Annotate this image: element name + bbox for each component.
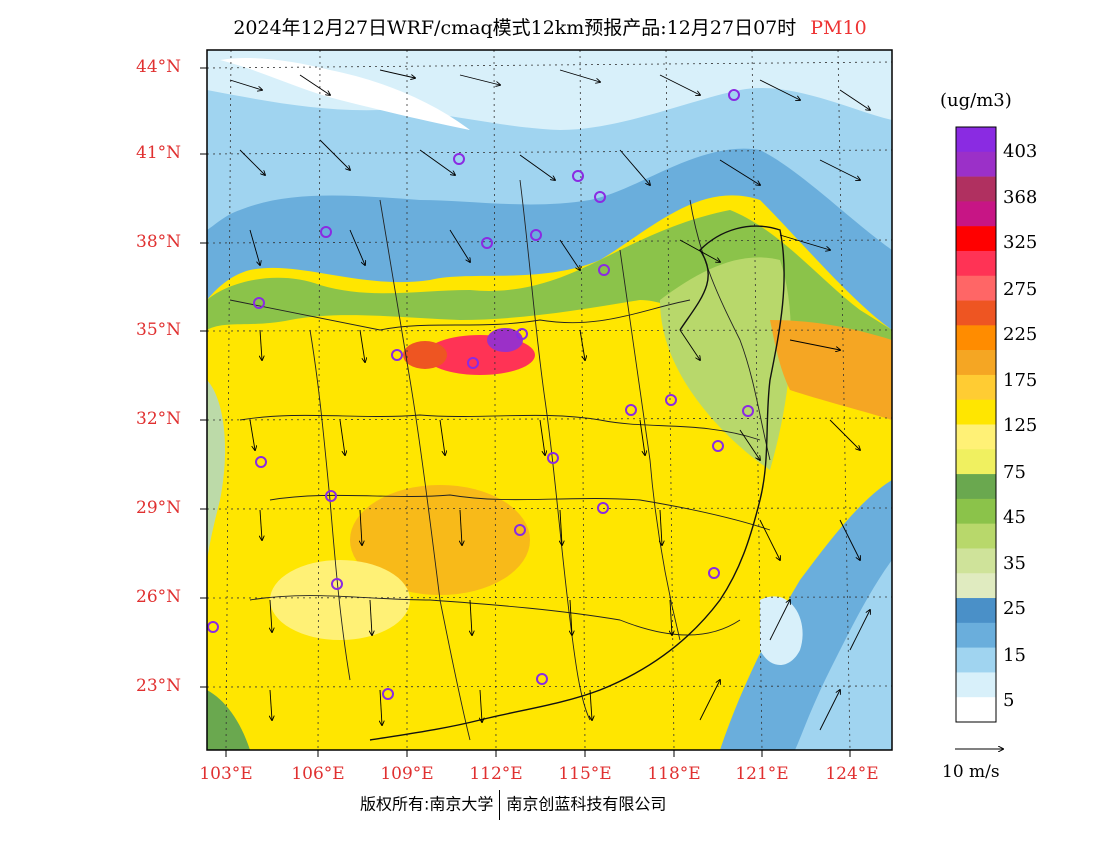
- central-orange-patch: [350, 485, 530, 595]
- legend-swatch: [956, 374, 996, 401]
- legend-colorbar: [955, 126, 997, 723]
- east-orange-band: [770, 320, 892, 420]
- lat-label-35: 35°N: [136, 320, 182, 340]
- legend-swatch: [956, 622, 996, 648]
- legend-swatch: [956, 697, 996, 723]
- legend-label-75: 75: [1003, 462, 1026, 483]
- lon-label-112: 112°E: [469, 764, 523, 784]
- pale-blue-region: [207, 50, 892, 130]
- legend-label-45: 45: [1003, 507, 1026, 528]
- lat-label-41: 41°N: [136, 143, 182, 163]
- legend-swatch: [956, 350, 996, 376]
- lon-label-118: 118°E: [647, 764, 701, 784]
- lon-label-106: 106°E: [291, 764, 345, 784]
- copyright-right: 南京创蓝科技有限公司: [506, 794, 667, 814]
- hotspot-orange-west: [403, 341, 447, 369]
- legend-label-325: 325: [1003, 232, 1038, 253]
- legend-label-25: 25: [1003, 598, 1026, 619]
- legend-label-125: 125: [1003, 415, 1038, 436]
- station-markers: [207, 89, 754, 700]
- pale-yellow-patch: [270, 560, 410, 640]
- map-title: 2024年12月27日WRF/cmaq模式12km预报产品:12月27日07时 P…: [0, 13, 1100, 40]
- legend-label-35: 35: [1003, 553, 1026, 574]
- copyright-left: 版权所有:南京大学: [360, 794, 494, 814]
- legend-unit: (ug/m3): [940, 90, 1012, 111]
- legend-swatch: [956, 523, 996, 549]
- sw-green-corner: [207, 690, 250, 750]
- legend-label-225: 225: [1003, 324, 1038, 345]
- legend-swatch: [956, 201, 996, 227]
- legend-label-175: 175: [1003, 370, 1038, 391]
- lat-label-23: 23°N: [136, 676, 182, 696]
- lat-label-32: 32°N: [136, 409, 182, 429]
- map-frame: [206, 49, 893, 751]
- vector-scale-label: 10 m/s: [942, 762, 1000, 782]
- copyright: 版权所有:南京大学 南京创蓝科技有限公司: [360, 790, 666, 820]
- legend-swatch: [956, 424, 996, 450]
- legend-label-5: 5: [1003, 690, 1015, 711]
- lon-label-121: 121°E: [735, 764, 789, 784]
- lon-label-103: 103°E: [199, 764, 253, 784]
- copyright-separator: [499, 790, 501, 820]
- legend-label-368: 368: [1003, 187, 1038, 208]
- legend-frame: [955, 126, 997, 723]
- sea-light-blue: [795, 560, 892, 750]
- lat-label-38: 38°N: [136, 232, 182, 252]
- lon-label-115: 115°E: [558, 764, 612, 784]
- lon-label-124: 124°E: [825, 764, 879, 784]
- coastline: [369, 225, 785, 741]
- title-main: 2024年12月27日WRF/cmaq模式12km预报产品:12月27日07时: [233, 17, 797, 39]
- legend-swatch: [956, 226, 996, 252]
- title-pollutant: PM10: [810, 17, 867, 39]
- taiwan-area: [760, 596, 803, 665]
- province-boundaries: [229, 179, 771, 741]
- legend-swatch: [956, 573, 996, 599]
- legend-swatch: [956, 498, 996, 524]
- white-region: [220, 58, 470, 130]
- legend-label-403: 403: [1003, 141, 1038, 162]
- legend-swatch: [956, 647, 996, 673]
- lat-label-29: 29°N: [136, 498, 182, 518]
- legend-swatch: [956, 300, 996, 326]
- legend-swatch: [956, 176, 996, 202]
- axis-ticks: [200, 67, 851, 757]
- legend-swatch: [956, 399, 996, 425]
- west-blue-strip: [207, 380, 226, 560]
- legend-swatch: [956, 449, 996, 475]
- legend-swatch: [956, 598, 996, 624]
- legend-swatch: [956, 250, 996, 277]
- legend-swatch: [956, 127, 996, 153]
- legend-swatch: [956, 325, 996, 351]
- legend-swatch: [956, 275, 996, 301]
- lon-label-109: 109°E: [380, 764, 434, 784]
- lat-label-44: 44°N: [136, 57, 182, 77]
- hotspot-purple: [487, 328, 523, 352]
- concentration-field: [207, 50, 892, 750]
- wind-vectors: [229, 69, 870, 731]
- legend-swatch: [956, 151, 996, 177]
- legend-swatch: [956, 474, 996, 500]
- legend-swatch: [956, 672, 996, 698]
- legend-label-275: 275: [1003, 279, 1038, 300]
- legend-label-15: 15: [1003, 645, 1026, 666]
- legend-swatch: [956, 548, 996, 574]
- lat-label-26: 26°N: [136, 587, 182, 607]
